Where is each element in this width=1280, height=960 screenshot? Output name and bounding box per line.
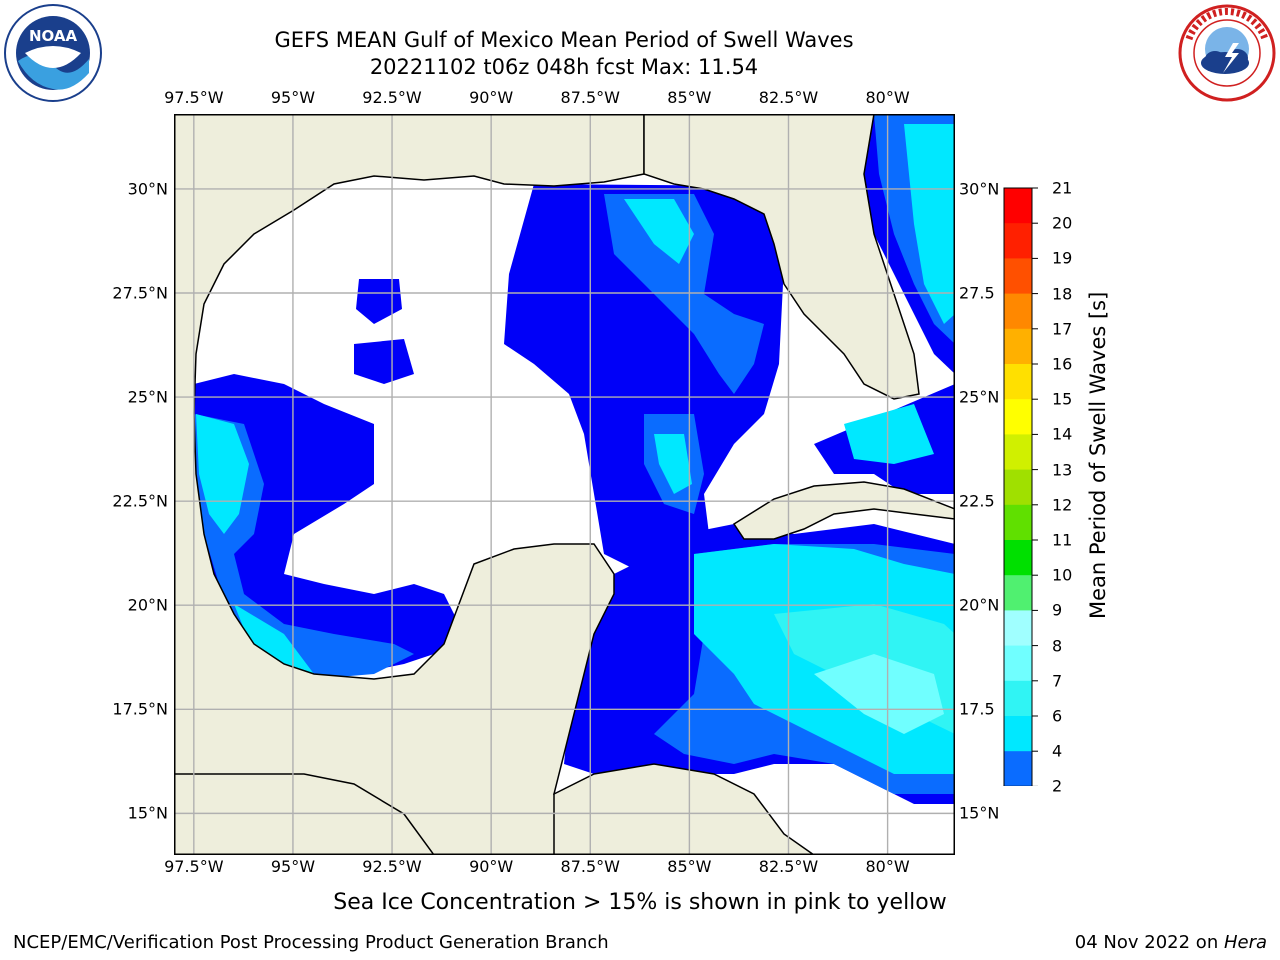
land-masses	[174, 114, 955, 855]
lon-tick-top: 95°W	[270, 88, 316, 107]
footer-credit: NCEP/EMC/Verification Post Processing Pr…	[13, 932, 609, 953]
colorbar-segment	[1004, 680, 1032, 717]
graticule	[174, 114, 955, 855]
lat-tick-left: 30°N	[127, 179, 168, 199]
lon-tick-bottom: 95°W	[270, 857, 316, 876]
colorbar-segment	[1004, 293, 1032, 330]
colorbar-tick-label: 8	[1052, 636, 1063, 656]
map-frame	[174, 114, 955, 855]
lon-tick-top: 92.5°W	[362, 88, 422, 107]
map-title: GEFS MEAN Gulf of Mexico Mean Period of …	[274, 28, 854, 52]
lat-tick-right: 22.5	[959, 491, 995, 511]
lat-tick-left: 17.5°N	[112, 699, 168, 719]
lon-tick-top: 85°W	[667, 88, 712, 107]
footer-date-text: 04 Nov 2022 on	[1074, 932, 1224, 953]
colorbar-segment	[1004, 751, 1032, 786]
colorbar-segment	[1004, 328, 1032, 365]
colorbar-segment	[1004, 434, 1032, 471]
colorbar-frame	[1003, 187, 1033, 786]
colorbar-tick-label: 9	[1052, 600, 1063, 620]
colorbar-tick-label: 10	[1052, 565, 1073, 585]
noaa-logo-text: NOAA	[29, 27, 78, 45]
noaa-logo: NOAA	[3, 3, 103, 103]
lon-tick-bottom: 80°W	[865, 857, 910, 876]
footer-host: Hera	[1223, 932, 1267, 953]
colorbar-tick-label: 13	[1052, 460, 1073, 480]
map-subtitle: 20221102 t06z 048h fcst Max: 11.54	[369, 55, 759, 79]
lon-tick-top: 90°W	[469, 88, 514, 107]
lon-tick-bottom: 82.5°W	[758, 857, 819, 876]
colorbar-segment	[1004, 364, 1032, 400]
colorbar-label: Mean Period of Swell Waves [s]	[1086, 291, 1110, 619]
lat-tick-right: 27.5	[959, 283, 995, 303]
colorbar-tick-label: 12	[1052, 495, 1073, 515]
lat-tick-left: 27.5°N	[112, 283, 168, 303]
colorbar-segment	[1004, 575, 1032, 611]
colorbar-tick-label: 14	[1052, 424, 1073, 444]
colorbar-tick-label: 4	[1052, 741, 1063, 761]
colorbar-tick-label: 2	[1052, 776, 1063, 796]
colorbar-tick-label: 11	[1052, 530, 1073, 550]
lat-tick-right: 20°N	[959, 595, 1000, 615]
colorbar-tick-label: 19	[1052, 248, 1073, 268]
colorbar-segment	[1004, 610, 1032, 647]
colorbar-tick-label: 17	[1052, 319, 1073, 339]
colorbar-tick-label: 15	[1052, 389, 1073, 409]
colorbar-tick-label: 16	[1052, 354, 1073, 374]
colorbar-tick-label: 7	[1052, 671, 1063, 691]
lon-tick-top: 80°W	[865, 88, 910, 107]
nws-logo	[1177, 3, 1277, 103]
colorbar-segment	[1004, 716, 1032, 752]
lat-tick-left: 25°N	[127, 387, 168, 407]
lat-tick-right: 30°N	[959, 179, 1000, 199]
lon-tick-bottom: 90°W	[469, 857, 514, 876]
lat-tick-left: 20°N	[127, 595, 168, 615]
colorbar-segment	[1004, 258, 1032, 295]
colorbar-tick-label: 18	[1052, 284, 1073, 304]
lon-tick-top: 97.5°W	[164, 88, 224, 107]
colorbar-segment	[1004, 504, 1032, 541]
lat-tick-right: 15°N	[959, 803, 1000, 823]
lon-tick-top: 82.5°W	[758, 88, 819, 107]
lat-tick-left: 22.5°N	[112, 491, 168, 511]
colorbar-segment	[1004, 540, 1032, 576]
colorbar	[1003, 187, 1038, 786]
swell-period-field	[174, 114, 955, 855]
footer-date: 04 Nov 2022 on Hera	[1075, 932, 1267, 953]
lon-tick-bottom: 87.5°W	[560, 857, 620, 876]
lon-tick-bottom: 85°W	[667, 857, 712, 876]
lat-tick-right: 25°N	[959, 387, 1000, 407]
colorbar-segment	[1004, 645, 1032, 682]
sea-ice-note-text: Sea Ice Concentration > 15% is shown in …	[333, 890, 947, 915]
lat-tick-left: 15°N	[127, 803, 168, 823]
lon-tick-bottom: 97.5°W	[164, 857, 224, 876]
colorbar-tick-label: 20	[1052, 213, 1073, 233]
gulf-of-mexico-map	[174, 114, 955, 855]
colorbar-segment	[1004, 188, 1032, 224]
lat-tick-right: 17.5	[959, 699, 995, 719]
colorbar-segment	[1004, 469, 1032, 506]
colorbar-segment	[1004, 223, 1032, 259]
lon-tick-bottom: 92.5°W	[362, 857, 422, 876]
colorbar-tick-label: 21	[1052, 178, 1073, 198]
colorbar-tick-label: 6	[1052, 706, 1063, 726]
lon-tick-top: 87.5°W	[560, 88, 620, 107]
sea-ice-note: Sea Ice Concentration > 15% is shown in …	[0, 890, 1280, 915]
colorbar-segment	[1004, 399, 1032, 435]
